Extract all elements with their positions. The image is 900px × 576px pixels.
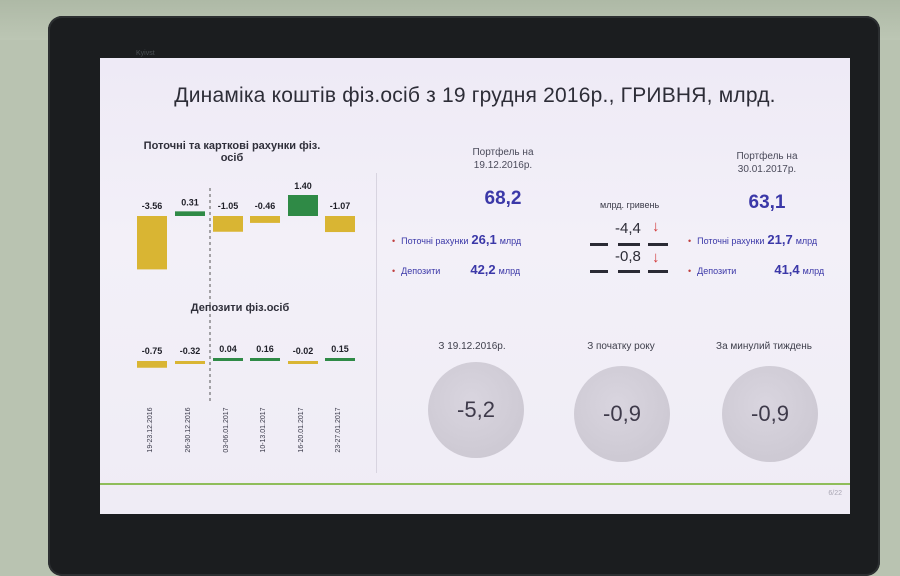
current-dash-left	[590, 243, 608, 246]
chart1-bar-0	[137, 216, 167, 270]
chart1-data-label-5: -1.07	[330, 201, 351, 211]
arrow-down-icon: ↓	[652, 249, 660, 266]
portfolio-start-label: Портфель на 19.12.2016р.	[472, 147, 534, 171]
chart1-data-label-0: -3.56	[142, 201, 163, 211]
chart2-data-label-2: 0.04	[219, 344, 237, 354]
chart1-data-label-2: -1.05	[218, 201, 239, 211]
bullet-icon: •	[688, 266, 692, 276]
chart2-data-label-0: -0.75	[142, 346, 163, 356]
week-label-4: 16-20.01.2017	[298, 407, 305, 452]
arrow-down-icon: ↓	[652, 218, 660, 235]
presentation-slide: Динаміка коштів фіз.осіб з 19 грудня 201…	[100, 58, 850, 514]
period-circle-last-week: -0,9	[722, 366, 818, 462]
portfolio-end-total: 63,1	[748, 192, 786, 213]
deposits-chart-title: Депозити фіз.осіб	[190, 302, 290, 314]
footer-line	[100, 483, 850, 485]
portfolio-end-label: Портфель на 30.01.2017р.	[736, 151, 798, 175]
current-dash-right	[648, 243, 668, 246]
portfolio-end-current-row: • Поточні рахунки 21,7 млрд	[688, 232, 818, 247]
bezel-label: Kyivst	[136, 50, 155, 57]
page-number: 6/22	[828, 490, 842, 497]
week-label-1: 26-30.12.2016	[185, 407, 192, 452]
deposits-delta: -0,8	[615, 248, 641, 265]
chart1-data-label-3: -0.46	[255, 201, 276, 211]
chart1-bar-5	[325, 216, 355, 233]
bullet-icon: •	[392, 236, 396, 246]
bullet-icon: •	[392, 266, 396, 276]
deposits-dash-left	[590, 270, 608, 273]
chart2-data-label-3: 0.16	[256, 344, 274, 354]
week-label-5: 23-27.01.2017	[335, 407, 342, 452]
bullet-icon: •	[688, 236, 692, 246]
current-accounts-delta: -4,4	[615, 220, 641, 237]
portfolio-start-deposits-row: • Депозити 42,2 млрд	[392, 262, 521, 277]
chart2-bar-4	[288, 361, 318, 364]
period-circle-ytd: -0,9	[574, 366, 670, 462]
change-unit-label: млрд. гривень	[600, 200, 660, 210]
period-circle-since-dec: -5,2	[428, 362, 524, 458]
chart1-bar-4	[288, 195, 318, 216]
chart1-data-label-4: 1.40	[294, 181, 312, 191]
chart2-bar-5	[325, 358, 355, 361]
week-label-2: 03-06.01.2017	[223, 407, 230, 452]
chart2-bar-0	[137, 361, 167, 368]
portfolio-start-total: 68,2	[484, 188, 522, 209]
current-dash-mid	[618, 243, 640, 246]
chart2-bar-2	[213, 358, 243, 361]
deposits-dash-mid	[618, 270, 640, 273]
period-label-last-week: За минулий тиждень	[716, 341, 812, 352]
chart2-data-label-1: -0.32	[180, 346, 201, 356]
portfolio-end-deposits-row: • Депозити 41,4 млрд	[688, 262, 825, 277]
period-label-ytd: З початку року	[587, 341, 655, 352]
portfolio-start-current-row: • Поточні рахунки 26,1 млрд	[392, 232, 522, 247]
deposits-dash-right	[648, 270, 668, 273]
period-label-since-dec: З 19.12.2016р.	[438, 341, 506, 352]
current-accounts-chart-title: Поточні та карткові рахунки фіз. осіб	[143, 140, 321, 164]
chart2-bar-1	[175, 361, 205, 364]
week-label-3: 10-13.01.2017	[260, 407, 267, 452]
week-label-0: 19-23.12.2016	[147, 407, 154, 452]
bar-charts: -3.56 0.31 -1.05 -0.46 1.40 -1.07 -0.75 -0.32 0.…	[137, 181, 355, 453]
chart2-bar-3	[250, 358, 280, 361]
chart2-data-label-4: -0.02	[293, 346, 314, 356]
chart2-data-label-5: 0.15	[331, 344, 349, 354]
chart1-bar-3	[250, 216, 280, 223]
column-divider	[376, 173, 377, 473]
slide-title: Динаміка коштів фіз.осіб з 19 грудня 201…	[174, 84, 776, 107]
chart1-bar-2	[213, 216, 243, 232]
chart1-bar-1	[175, 211, 205, 216]
chart1-data-label-1: 0.31	[181, 197, 199, 207]
